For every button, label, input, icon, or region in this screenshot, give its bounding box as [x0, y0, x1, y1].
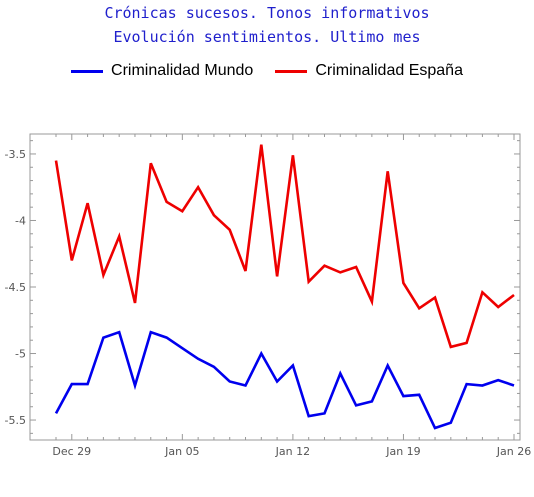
plot-frame [29, 133, 521, 441]
y-tick-label: -5.5 [5, 414, 26, 427]
x-tick-label: Jan 26 [496, 445, 531, 458]
legend: Criminalidad Mundo Criminalidad España [0, 62, 534, 80]
series-line-espana [54, 144, 515, 349]
legend-label-espana: Criminalidad España [315, 62, 463, 79]
x-tick-label: Jan 05 [164, 445, 199, 458]
legend-swatch-mundo [71, 69, 104, 73]
legend-swatch-espana [275, 69, 308, 73]
chart-title: Crónicas sucesos. Tonos informativos [104, 4, 430, 22]
y-tick-label: -4 [15, 214, 26, 227]
legend-item-mundo: Criminalidad Mundo [71, 62, 253, 80]
chart-subtitle: Evolución sentimientos. Ultimo mes [113, 28, 421, 46]
series-line-mundo [54, 330, 515, 430]
x-tick-label: Jan 19 [385, 445, 420, 458]
legend-item-espana: Criminalidad España [275, 62, 463, 80]
y-tick-label: -4.5 [5, 281, 26, 294]
legend-label-mundo: Criminalidad Mundo [111, 62, 254, 79]
x-tick-label: Dec 29 [52, 445, 91, 458]
y-tick-label: -5 [15, 348, 26, 361]
x-tick-label: Jan 12 [275, 445, 310, 458]
y-tick-label: -3.5 [5, 148, 26, 161]
